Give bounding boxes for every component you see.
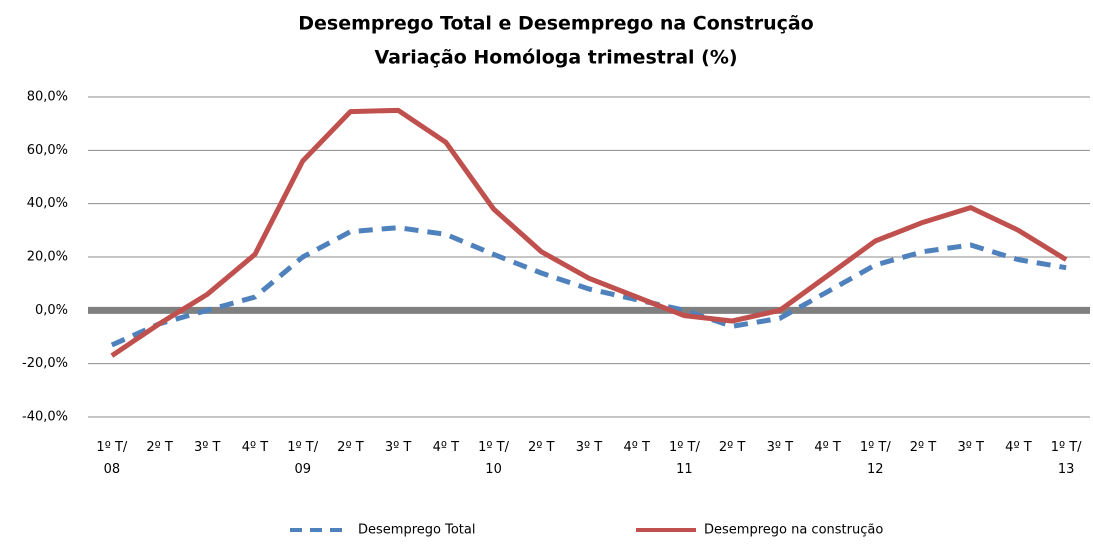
chart-subtitle: Variação Homóloga trimestral (%) <box>374 47 737 69</box>
x-tick-label: 2º T <box>528 440 555 455</box>
x-tick-label: 1º T/08 <box>96 440 127 477</box>
y-tick-label: 40,0% <box>27 196 68 211</box>
x-tick-label: 2º T <box>910 440 937 455</box>
line-series <box>110 107 1068 358</box>
line-series <box>110 225 1067 348</box>
x-tick-label: 3º T <box>194 440 221 455</box>
x-tick-label: 3º T <box>385 440 412 455</box>
y-tick-label: -40,0% <box>22 410 68 425</box>
legend-label: Desemprego Total <box>358 523 475 538</box>
legend-label: Desemprego na construção <box>704 523 883 538</box>
x-tick-label: 2º T <box>719 440 746 455</box>
x-tick-label: 4º T <box>814 440 841 455</box>
x-tick-label: 1º T/09 <box>287 440 318 477</box>
x-tick-label: 1º T/11 <box>669 440 700 477</box>
x-tick-label: 1º T/10 <box>478 440 509 477</box>
y-tick-label: 60,0% <box>27 143 68 158</box>
x-tick-label: 1º T/13 <box>1051 440 1082 477</box>
x-tick-label: 4º T <box>1005 440 1032 455</box>
x-tick-label: 3º T <box>576 440 603 455</box>
y-tick-label: 80,0% <box>27 90 68 105</box>
y-tick-label: -20,0% <box>22 356 68 371</box>
x-tick-label: 4º T <box>433 440 460 455</box>
x-tick-label: 2º T <box>337 440 364 455</box>
x-tick-label: 1º T/12 <box>860 440 891 477</box>
x-tick-label: 3º T <box>957 440 984 455</box>
y-tick-label: 0,0% <box>35 303 68 318</box>
chart-title: Desemprego Total e Desemprego na Constru… <box>298 13 814 35</box>
x-tick-label: 3º T <box>767 440 794 455</box>
x-tick-label: 4º T <box>623 440 650 455</box>
y-tick-label: 20,0% <box>27 250 68 265</box>
x-tick-label: 4º T <box>242 440 269 455</box>
x-tick-label: 2º T <box>146 440 173 455</box>
